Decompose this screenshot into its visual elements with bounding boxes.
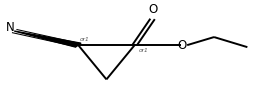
Text: N: N: [6, 21, 15, 34]
Text: or1: or1: [139, 48, 148, 53]
Text: O: O: [148, 3, 157, 16]
Text: or1: or1: [80, 37, 89, 42]
Text: O: O: [177, 39, 187, 52]
Polygon shape: [14, 31, 81, 47]
